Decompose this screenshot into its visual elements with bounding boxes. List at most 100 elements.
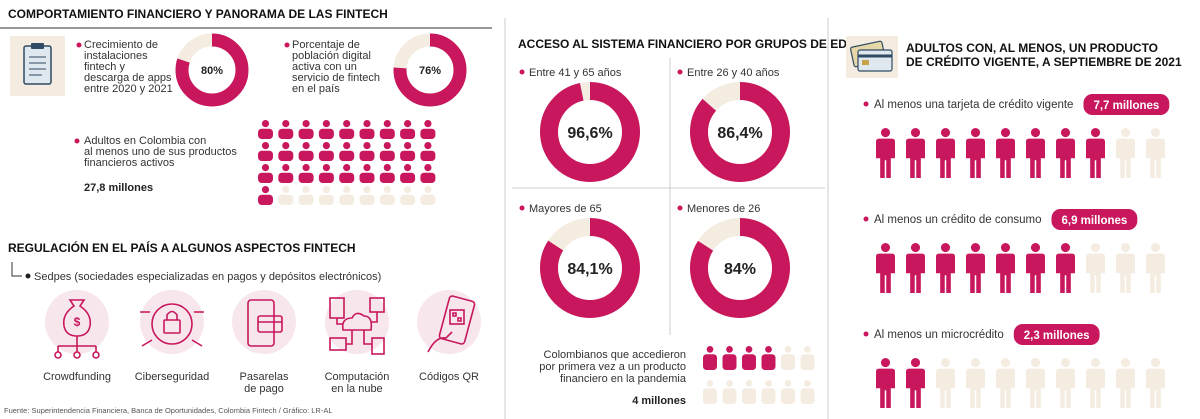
person-body — [278, 172, 294, 183]
person-body — [800, 354, 815, 370]
person-body — [761, 388, 776, 404]
category-label: en la nube — [331, 383, 382, 395]
person-head — [940, 128, 951, 138]
person-body — [761, 354, 776, 370]
person-head — [706, 380, 714, 387]
person-head — [302, 164, 310, 172]
person-head — [1090, 128, 1101, 138]
donut-arc — [690, 218, 790, 318]
adults-label: al menos uno de sus productos — [84, 146, 237, 158]
person-head — [424, 186, 432, 194]
person-head — [1120, 128, 1131, 138]
product-label: Al menos un microcrédito — [874, 329, 1004, 341]
person-icon — [359, 186, 375, 205]
person-body — [996, 368, 1015, 408]
bullet — [863, 216, 869, 222]
person-body — [1086, 253, 1105, 293]
person-body — [1056, 253, 1075, 293]
person-body — [298, 172, 314, 183]
donut-label: 84,1% — [567, 261, 612, 278]
person-head — [970, 243, 981, 253]
person-body — [298, 150, 314, 161]
person-head — [343, 142, 351, 150]
person-icon — [1116, 128, 1135, 178]
person-head — [343, 120, 351, 128]
stat-label: descarga de apps — [84, 72, 172, 84]
person-icon — [966, 358, 985, 408]
bullet — [76, 42, 82, 48]
person-icon — [278, 164, 294, 183]
person-head — [383, 186, 391, 194]
person-body — [1026, 253, 1045, 293]
donut-arc — [540, 218, 640, 318]
person-body — [420, 194, 436, 205]
person-icon — [318, 186, 334, 205]
person-icon — [318, 142, 334, 161]
bracket — [11, 262, 22, 277]
donut-arc — [540, 82, 640, 182]
person-head — [383, 164, 391, 172]
person-body — [339, 150, 355, 161]
person-icon — [876, 358, 895, 408]
person-icon — [298, 120, 314, 139]
source: Fuente: Superintendencia Financiera, Ban… — [4, 406, 333, 415]
person-head — [261, 164, 270, 172]
person-head — [910, 128, 921, 138]
person-head — [940, 358, 951, 368]
person-body — [722, 388, 737, 404]
person-body — [1086, 368, 1105, 408]
person-head — [322, 142, 330, 150]
person-icon — [876, 128, 895, 178]
pill — [1083, 94, 1170, 115]
person-head — [1150, 128, 1161, 138]
cloud-icon — [325, 290, 389, 355]
person-icon — [800, 380, 815, 404]
person-body — [966, 138, 985, 178]
person-head — [880, 243, 891, 253]
person-icon — [1086, 358, 1105, 408]
person-head — [302, 142, 310, 150]
person-icon — [359, 120, 375, 139]
person-head — [261, 186, 270, 194]
person-icon — [420, 142, 436, 161]
person-icon — [906, 128, 925, 178]
person-body — [278, 150, 294, 161]
bullet — [677, 69, 683, 75]
person-icon — [906, 358, 925, 408]
person-icon — [906, 243, 925, 293]
person-body — [339, 128, 355, 139]
credit-title: ADULTOS CON, AL MENOS, UN PRODUCTO — [906, 41, 1158, 55]
person-body — [400, 172, 416, 183]
credit-title: DE CRÉDITO VIGENTE, A SEPTIEMBRE DE 2021 — [906, 54, 1182, 69]
person-icon — [278, 186, 294, 205]
person-body — [1146, 253, 1165, 293]
person-head — [804, 346, 811, 353]
person-body — [298, 194, 314, 205]
person-body — [781, 354, 795, 370]
person-icon — [1026, 243, 1045, 293]
person-body — [400, 150, 416, 161]
donut-label: 84% — [724, 261, 756, 278]
adults-label: Adultos en Colombia con — [84, 135, 206, 147]
person-icon — [400, 186, 416, 205]
person-icon — [258, 164, 273, 183]
person-icon — [298, 186, 314, 205]
person-body — [379, 172, 395, 183]
person-icon — [278, 142, 294, 161]
person-body — [339, 172, 355, 183]
payment-gateway-icon — [232, 290, 296, 354]
product-label: Al menos un crédito de consumo — [874, 214, 1041, 226]
bullet — [519, 205, 525, 211]
bullet — [284, 42, 290, 48]
person-body — [258, 194, 273, 205]
product-value: 7,7 millones — [1093, 100, 1159, 112]
person-body — [339, 194, 355, 205]
person-head — [261, 142, 270, 150]
person-head — [1090, 358, 1101, 368]
person-head — [322, 186, 330, 194]
person-icon — [339, 186, 355, 205]
person-head — [404, 186, 412, 194]
bullet — [25, 273, 31, 279]
person-body — [1086, 138, 1105, 178]
